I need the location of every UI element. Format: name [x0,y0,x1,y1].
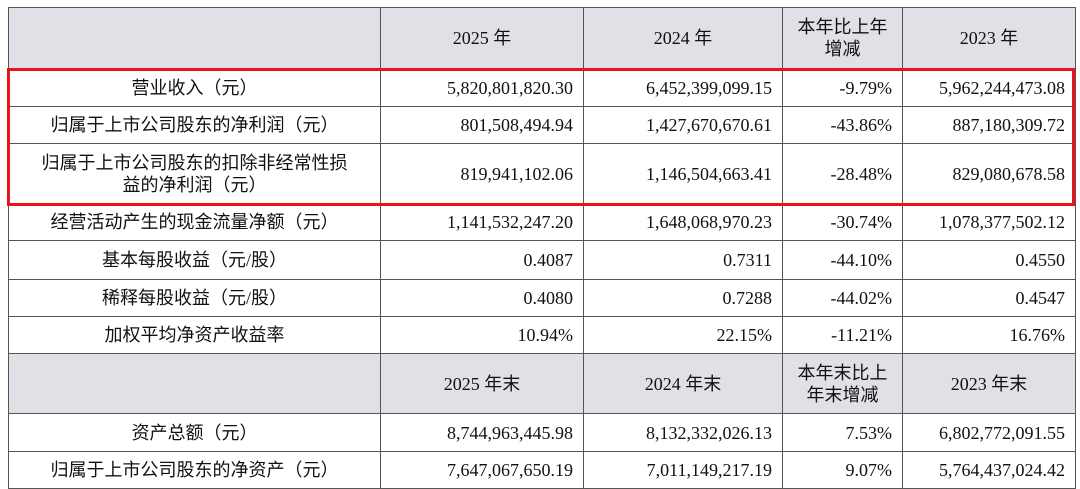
row-label: 营业收入（元） [8,68,381,107]
value-cell: 5,820,801,820.30 [380,68,584,107]
header-cell [8,7,381,69]
header-cell: 2024 年末 [583,353,783,414]
financial-table: 2025 年 2024 年本年比上年 增减 2023 年营业收入（元） 5,820,8… [8,7,1076,489]
row-label: 加权平均净资产收益率 [8,316,381,354]
header-cell: 2025 年 [380,7,584,69]
data-row: 基本每股收益（元/股） 0.4087 0.7311 -44.10% 0.4550 [8,240,1076,280]
value-cell: 1,141,532,247.20 [380,203,584,241]
header-cell: 2025 年末 [380,353,584,414]
value-cell: 887,180,309.72 [902,106,1076,144]
value-cell: 1,427,670,670.61 [583,106,783,144]
header-cell: 2023 年 [902,7,1076,69]
value-cell: -30.74% [782,203,903,241]
header-row: 2025 年 2024 年本年比上年 增减 2023 年 [8,7,1076,69]
value-cell: 0.4080 [380,279,584,317]
value-cell: 1,078,377,502.12 [902,203,1076,241]
value-cell: -43.86% [782,106,903,144]
data-row: 经营活动产生的现金流量净额（元） 1,141,532,247.20 1,648,06… [8,203,1076,241]
row-label: 归属于上市公司股东的扣除非经常性损 益的净利润（元） [8,143,381,204]
row-label: 资产总额（元） [8,413,381,452]
row-label: 稀释每股收益（元/股） [8,279,381,317]
data-row: 归属于上市公司股东的净利润（元） 801,508,494.94 1,427,670,… [8,106,1076,144]
value-cell: 1,648,068,970.23 [583,203,783,241]
value-cell: 16.76% [902,316,1076,354]
value-cell: 801,508,494.94 [380,106,584,144]
value-cell: 5,764,437,024.42 [902,451,1076,489]
row-label: 经营活动产生的现金流量净额（元） [8,203,381,241]
value-cell: 819,941,102.06 [380,143,584,204]
value-cell: -11.21% [782,316,903,354]
header-cell: 本年比上年 增减 [782,7,903,69]
value-cell: 7,647,067,650.19 [380,451,584,489]
value-cell: 5,962,244,473.08 [902,68,1076,107]
row-label: 归属于上市公司股东的净利润（元） [8,106,381,144]
data-row: 归属于上市公司股东的扣除非经常性损 益的净利润（元） 819,941,102.06… [8,143,1076,204]
value-cell: 0.4547 [902,279,1076,317]
row-label: 归属于上市公司股东的净资产（元） [8,451,381,489]
value-cell: 10.94% [380,316,584,354]
value-cell: 8,132,332,026.13 [583,413,783,452]
value-cell: 829,080,678.58 [902,143,1076,204]
header-cell [8,353,381,414]
header-cell: 2023 年末 [902,353,1076,414]
value-cell: 1,146,504,663.41 [583,143,783,204]
value-cell: 6,802,772,091.55 [902,413,1076,452]
value-cell: 8,744,963,445.98 [380,413,584,452]
value-cell: -44.02% [782,279,903,317]
data-row: 加权平均净资产收益率 10.94% 22.15% -11.21% 16.76% [8,316,1076,354]
data-row: 归属于上市公司股东的净资产（元） 7,647,067,650.19 7,011,14… [8,451,1076,489]
value-cell: 0.4550 [902,240,1076,280]
value-cell: 6,452,399,099.15 [583,68,783,107]
header-cell: 2024 年 [583,7,783,69]
data-row: 稀释每股收益（元/股） 0.4080 0.7288 -44.02% 0.4547 [8,279,1076,317]
data-row: 资产总额（元） 8,744,963,445.98 8,132,332,026.13 7… [8,413,1076,452]
row-label: 基本每股收益（元/股） [8,240,381,280]
value-cell: 7.53% [782,413,903,452]
value-cell: 0.4087 [380,240,584,280]
value-cell: -44.10% [782,240,903,280]
value-cell: -28.48% [782,143,903,204]
value-cell: -9.79% [782,68,903,107]
value-cell: 0.7288 [583,279,783,317]
value-cell: 7,011,149,217.19 [583,451,783,489]
header-row: 2025 年末 2024 年末 本年末比上 年末增减 2023 年末 [8,353,1076,414]
header-cell: 本年末比上 年末增减 [782,353,903,414]
data-row: 营业收入（元） 5,820,801,820.30 6,452,399,099.15-… [8,68,1076,107]
value-cell: 9.07% [782,451,903,489]
value-cell: 22.15% [583,316,783,354]
value-cell: 0.7311 [583,240,783,280]
